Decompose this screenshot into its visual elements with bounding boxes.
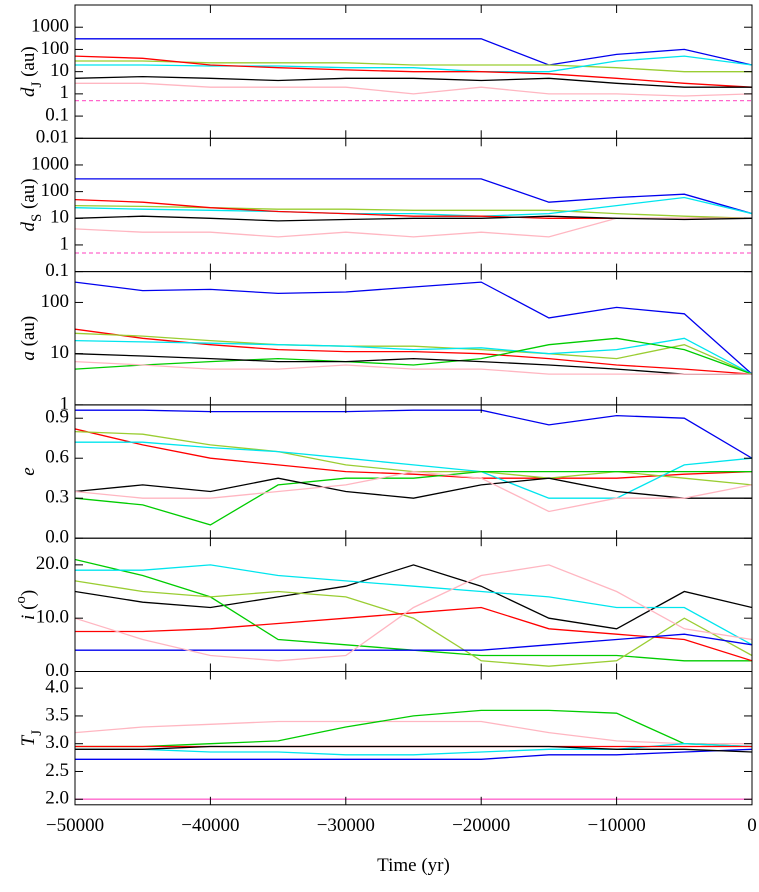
series-line	[75, 564, 752, 646]
x-tick-label: −10000	[587, 815, 645, 836]
y-axis-label: dS (au)	[18, 178, 45, 231]
x-tick-label: −30000	[317, 815, 375, 836]
x-tick-label: −20000	[452, 815, 510, 836]
y-tick-label: 10	[50, 60, 69, 81]
y-tick-label: 10	[50, 207, 69, 228]
y-axis-label-part: a	[18, 351, 39, 361]
series-line	[75, 55, 752, 73]
y-axis-label: a (au)	[18, 316, 39, 361]
y-tick-label: 0.1	[45, 260, 69, 281]
y-tick-label: 0.0	[45, 660, 69, 681]
y-axis-label-part: S	[29, 214, 45, 222]
y-axis-label: dJ (au)	[18, 46, 45, 97]
y-tick-label: 0.0	[45, 527, 69, 548]
series-line	[75, 204, 752, 219]
series-line	[75, 430, 752, 486]
series-line	[75, 470, 752, 526]
y-tick-label: 0.3	[45, 487, 69, 508]
series-line	[75, 38, 752, 66]
y-tick-label: 100	[41, 38, 70, 59]
series-line	[75, 217, 752, 238]
series-line	[75, 745, 752, 753]
series-line	[75, 606, 752, 662]
series-line	[75, 196, 752, 217]
series-line	[75, 360, 752, 375]
series-line	[75, 743, 752, 756]
y-tick-label: 0.9	[45, 407, 69, 428]
y-axis-label-part: J	[29, 730, 45, 736]
y-axis-label: e	[18, 467, 39, 475]
y-axis-label-part: i	[18, 615, 39, 620]
y-tick-label: 100	[41, 180, 70, 201]
y-axis-label-part: )	[18, 590, 39, 596]
x-tick-label: −40000	[181, 815, 239, 836]
y-axis-label-part: d	[18, 222, 39, 232]
series-line	[75, 564, 752, 630]
x-tick-label: 0	[747, 815, 757, 836]
series-line	[75, 477, 752, 499]
series-line	[75, 720, 752, 745]
series-line	[75, 337, 752, 375]
y-tick-label: 1	[60, 393, 70, 414]
y-axis-label-part: (au)	[18, 178, 39, 213]
series-line	[75, 75, 752, 88]
y-tick-label: 100	[41, 291, 70, 312]
series-line	[75, 564, 752, 662]
y-axis-label-part: e	[18, 467, 39, 475]
y-tick-label: 4.0	[45, 677, 69, 698]
y-tick-label: 0.1	[45, 104, 69, 125]
series-line	[75, 215, 752, 222]
series-line	[75, 428, 752, 479]
y-tick-label: 10.0	[36, 607, 69, 628]
series-line	[75, 580, 752, 667]
y-axis-label: i (o)	[13, 590, 39, 620]
series-line	[75, 178, 752, 215]
series-line	[75, 748, 752, 760]
series-line	[75, 409, 752, 459]
series-line	[75, 709, 752, 748]
y-axis-label-part: J	[29, 81, 45, 87]
y-axis-label-part: o	[13, 596, 29, 604]
y-tick-label: 2.0	[45, 788, 69, 809]
y-tick-label: 3.0	[45, 732, 69, 753]
y-axis-label-part: (au)	[18, 316, 39, 351]
y-axis-label: TJ	[18, 730, 45, 747]
y-tick-label: 2.5	[45, 760, 69, 781]
y-tick-label: 0.01	[36, 127, 69, 148]
series-line	[75, 60, 752, 73]
y-tick-label: 1000	[31, 153, 69, 174]
series-line	[75, 281, 752, 375]
y-axis-label-part: T	[18, 734, 39, 746]
panel-frame	[74, 671, 753, 806]
series-line	[75, 470, 752, 513]
y-tick-label: 20.0	[36, 553, 69, 574]
y-tick-label: 1	[60, 233, 70, 254]
series-line	[75, 441, 752, 499]
y-tick-label: 10	[50, 342, 69, 363]
x-axis-label: Time (yr)	[377, 855, 450, 876]
series-line	[75, 82, 752, 97]
series-line	[75, 55, 752, 88]
y-tick-label: 1000	[31, 16, 69, 37]
series-line	[75, 332, 752, 375]
y-tick-label: 0.6	[45, 447, 69, 468]
y-tick-label: 1	[60, 82, 70, 103]
series-line	[75, 353, 752, 375]
y-axis-label-part: (au)	[18, 46, 39, 81]
x-tick-label: −50000	[46, 815, 104, 836]
y-tick-label: 3.5	[45, 704, 69, 725]
y-axis-label-part: d	[18, 87, 39, 97]
series-line	[75, 337, 752, 375]
y-axis-label-part: (	[18, 604, 39, 615]
